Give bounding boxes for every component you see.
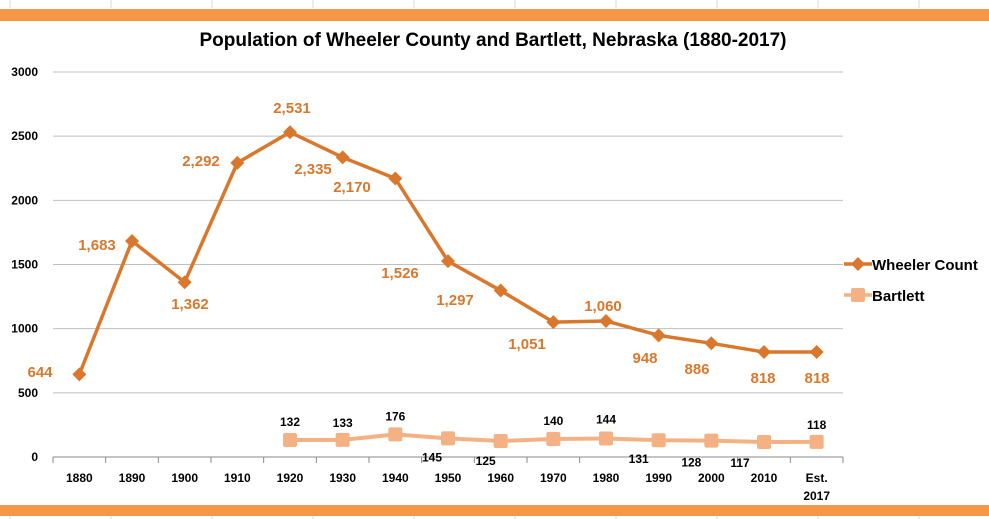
data-point-square bbox=[493, 433, 508, 448]
y-tick-label: 1500 bbox=[11, 258, 38, 272]
x-tick-label: 1950 bbox=[435, 471, 462, 485]
data-label: 1,683 bbox=[78, 237, 116, 254]
data-point-diamond bbox=[704, 336, 719, 351]
data-point-diamond bbox=[125, 234, 139, 249]
data-label: 117 bbox=[730, 456, 750, 470]
data-point-square bbox=[283, 433, 297, 448]
y-tick-label: 2000 bbox=[11, 193, 38, 207]
data-point-diamond bbox=[388, 171, 403, 186]
x-tick-label: 1940 bbox=[382, 471, 409, 485]
data-point-diamond bbox=[546, 315, 561, 330]
y-tick-label: 500 bbox=[18, 386, 38, 400]
legend-label: Bartlett bbox=[872, 288, 925, 305]
x-tick-label: 2000 bbox=[698, 471, 725, 485]
data-label: 1,362 bbox=[171, 296, 209, 313]
data-label: 1,297 bbox=[436, 292, 474, 309]
data-label: 128 bbox=[681, 456, 701, 470]
data-label: 133 bbox=[333, 416, 353, 430]
legend-marker-square bbox=[851, 288, 865, 302]
data-point-square bbox=[809, 434, 824, 449]
data-point-diamond bbox=[809, 345, 824, 360]
x-tick-label: 1990 bbox=[645, 471, 672, 485]
data-point-square bbox=[388, 427, 403, 442]
x-tick-label: 1970 bbox=[540, 471, 567, 485]
data-label: 818 bbox=[750, 370, 775, 387]
data-point-diamond bbox=[335, 150, 350, 165]
data-label: 125 bbox=[476, 454, 496, 468]
y-tick-label: 2500 bbox=[11, 129, 38, 143]
x-tick-label: 1900 bbox=[171, 471, 198, 485]
data-label: 144 bbox=[596, 413, 616, 427]
x-tick-label: 1880 bbox=[66, 471, 93, 485]
chart-title: Population of Wheeler County and Bartlet… bbox=[199, 30, 786, 51]
data-label: 886 bbox=[684, 361, 709, 378]
data-point-diamond bbox=[72, 367, 87, 382]
legend-item: Bartlett bbox=[844, 288, 925, 305]
data-point-diamond bbox=[599, 313, 613, 328]
data-point-diamond bbox=[177, 275, 192, 290]
x-tick-label: 1980 bbox=[593, 471, 620, 485]
data-point-diamond bbox=[493, 283, 508, 298]
data-label: 131 bbox=[629, 452, 649, 466]
x-tick-label: 1960 bbox=[487, 471, 514, 485]
data-label: 118 bbox=[807, 418, 827, 432]
data-label: 145 bbox=[422, 450, 442, 464]
data-point-square bbox=[757, 434, 771, 449]
data-point-square bbox=[599, 431, 613, 446]
data-label: 140 bbox=[543, 414, 563, 428]
data-point-diamond bbox=[757, 345, 771, 360]
legend-item: Wheeler Count bbox=[844, 257, 978, 274]
data-point-diamond bbox=[230, 155, 245, 170]
data-point-square bbox=[441, 431, 455, 446]
data-label: 2,170 bbox=[333, 179, 371, 196]
x-tick-label: 1910 bbox=[224, 471, 251, 485]
x-tick-label: 1890 bbox=[119, 471, 146, 485]
data-label: 2,335 bbox=[294, 161, 332, 178]
x-tick-label: 1920 bbox=[277, 471, 304, 485]
data-label: 1,526 bbox=[381, 265, 419, 282]
data-point-diamond bbox=[441, 254, 455, 269]
data-label: 644 bbox=[27, 364, 53, 381]
top-frame-band bbox=[0, 9, 989, 21]
data-point-square bbox=[335, 432, 350, 447]
data-label: 1,060 bbox=[584, 298, 622, 315]
x-tick-label: 2017 bbox=[803, 489, 830, 503]
data-label: 2,531 bbox=[273, 100, 311, 117]
x-tick-label: 1930 bbox=[329, 471, 356, 485]
data-label: 948 bbox=[632, 350, 657, 367]
data-point-square bbox=[704, 433, 719, 448]
data-point-square bbox=[546, 432, 561, 447]
x-tick-label: Est. bbox=[806, 471, 828, 485]
data-label: 132 bbox=[280, 415, 300, 429]
legend-label: Wheeler Count bbox=[872, 257, 978, 274]
data-point-diamond bbox=[651, 328, 666, 343]
data-label: 1,051 bbox=[508, 336, 546, 353]
x-tick-label: 2010 bbox=[751, 471, 778, 485]
data-label: 176 bbox=[385, 409, 405, 423]
legend-marker-diamond bbox=[851, 257, 865, 271]
data-point-square bbox=[651, 433, 666, 448]
bottom-frame-band bbox=[0, 505, 989, 516]
y-tick-label: 0 bbox=[31, 450, 38, 464]
data-point-diamond bbox=[283, 125, 297, 140]
data-label: 2,292 bbox=[182, 153, 220, 170]
y-tick-label: 3000 bbox=[11, 65, 38, 79]
series-bartlett: 132 133 176 145 125 140 144 131 128 117 118 bbox=[280, 409, 827, 470]
data-label: 818 bbox=[804, 370, 829, 387]
y-tick-label: 1000 bbox=[11, 322, 38, 336]
